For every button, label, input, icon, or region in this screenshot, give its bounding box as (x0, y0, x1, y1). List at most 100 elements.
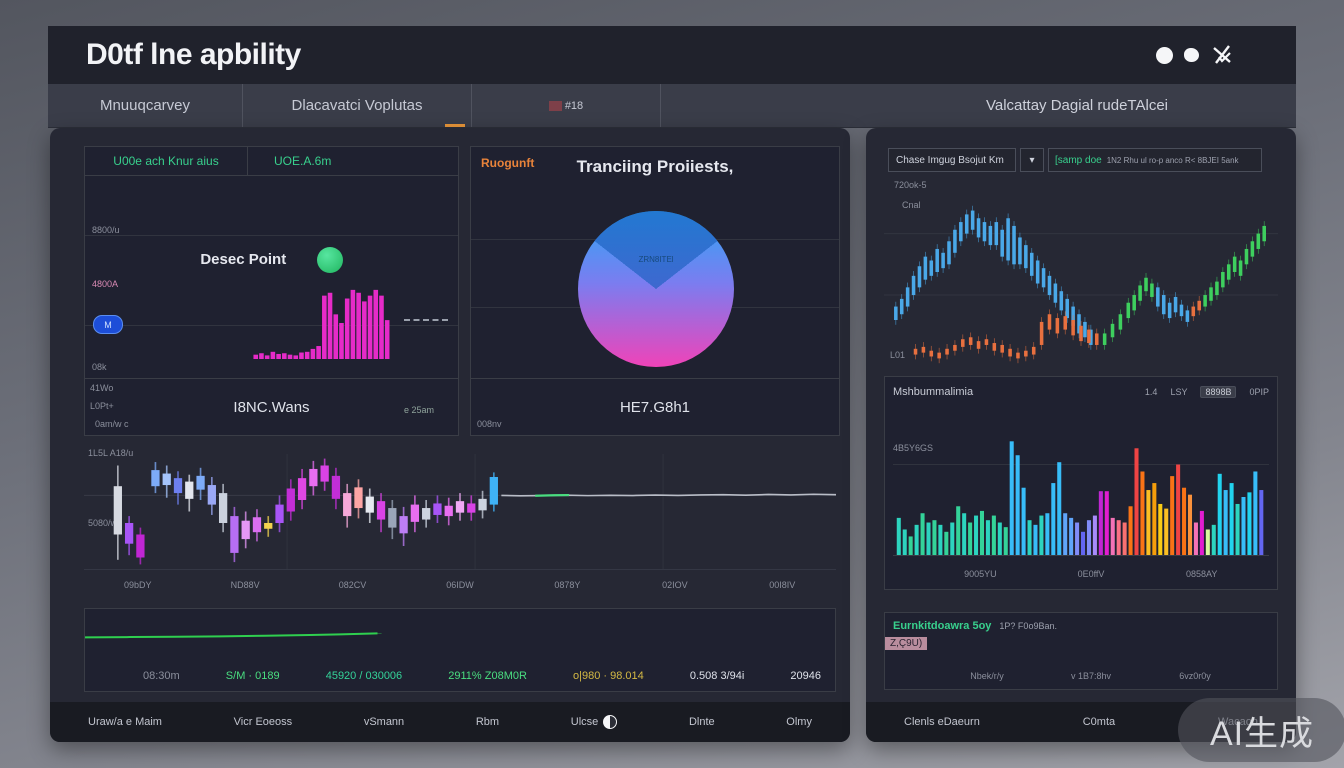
legend-green: [samp doe (1055, 154, 1102, 166)
tab-label: #18 (564, 99, 584, 112)
tab-badge[interactable]: #18 (472, 84, 661, 127)
mini-label: 0am/w c (95, 419, 129, 429)
status-item-label: Uraw/a e Maim (88, 716, 162, 728)
panel-title: Desec Point (200, 251, 287, 269)
volume-tab-2[interactable]: UOE.A.6m (274, 154, 332, 168)
stat-badge: 8898B (1200, 386, 1237, 398)
mini-label: L0Pt+ (90, 401, 114, 411)
pie-title: Tranciing Proiiests, (576, 157, 734, 176)
green-sparkline-chart (85, 617, 835, 651)
x-check-icon[interactable] (1210, 42, 1236, 68)
status-item[interactable]: Olmy (786, 716, 812, 728)
y-axis-label: 4B5Y6GS (893, 443, 934, 453)
x-axis-labels: 9005YU 0E0ffV 0858AY (925, 569, 1257, 579)
status-item-label: Clenls eDaeurn (904, 716, 980, 728)
app-header: D0tf lne apbility (48, 26, 1296, 84)
y-axis-label: 08k (92, 362, 107, 372)
stat-value: 08:30m (143, 670, 180, 682)
axis-label: 9005YU (964, 569, 997, 579)
x-axis-labels: Nbek/r/y v 1B7:8hv 6vz0r0y (935, 671, 1247, 681)
highlight-chip: Z,Ç9U) (885, 637, 928, 650)
axis-label: 06IDW (446, 580, 474, 590)
volume-panel-header: U00e ach Knur aius UOE.A.6m (85, 147, 458, 176)
blob-icon[interactable] (1184, 48, 1199, 62)
status-item[interactable]: Rbm (476, 716, 499, 728)
status-item[interactable]: Vicr Eoeoss (234, 716, 293, 728)
tab-right-label: Valcattay Dagial rudeTAlcei (985, 97, 1168, 114)
volume-tab-1[interactable]: U00e ach Knur aius (85, 147, 248, 175)
mini-label: e 25am (403, 405, 434, 415)
chevron-down-icon: ▾ (1029, 154, 1035, 166)
status-item[interactable]: Ulcse (571, 715, 618, 729)
status-item-label: Ulcse (570, 716, 599, 728)
volume-histogram-chart (91, 287, 452, 359)
tab-bar: Mnuuqcarvey Dlacavatci Voplutas #18 Valc… (48, 84, 1296, 128)
axis-label: 09bDY (123, 580, 152, 590)
status-item[interactable]: Dlnte (689, 716, 715, 728)
tab-label: Mnuuqcarvey (99, 97, 191, 114)
pie-panel: Ruogunft Tranciing Proiiests, ZRN8ITEl (470, 146, 840, 383)
axis-label: Nbek/r/y (970, 671, 1004, 681)
stat-value: 20946 (790, 670, 821, 682)
status-item[interactable]: Clenls eDaeurn (904, 716, 980, 728)
mini-label: 008nv (477, 419, 502, 429)
main-candle-section: 1L5L A18/u 5080/w 09bDY ND88V 082CV 06IDW 08… (84, 446, 836, 594)
axis-label: 0858AY (1186, 569, 1218, 579)
circle-icon[interactable] (1156, 46, 1173, 64)
chart-label: 720ok-5 (894, 180, 927, 190)
mini-label: 41Wo (90, 383, 114, 393)
volume-title-row: Desec Point (85, 247, 458, 273)
tab-volume[interactable]: Dlacavatci Voplutas (243, 84, 472, 127)
left-dashboard-card: U00e ach Knur aius UOE.A.6m 8800/u 4800A… (50, 128, 850, 742)
pie-chart: ZRN8ITEl (578, 211, 734, 367)
stat-value: 0PIP (1249, 387, 1269, 397)
stat-value: S/M · 0189 (225, 670, 280, 682)
symbol-select[interactable]: Chase Imgug Bsojut Km (888, 148, 1016, 172)
status-item[interactable]: C0mta (1083, 716, 1115, 728)
axis-label: 082CV (338, 580, 367, 590)
info-panel-right: HE7.G8h1 008nv (470, 378, 840, 436)
status-item-label: C0mta (1082, 716, 1116, 728)
stat-value: o|980 · 98.014 (573, 670, 644, 682)
multi-series-candle-chart (884, 176, 1278, 368)
stat-value: 45920 / 030006 (325, 670, 403, 682)
x-axis-labels: 09bDY ND88V 082CV 06IDW 0878Y 02IOV 00I8IV (84, 580, 836, 590)
select-label: Chase Imgug Bsojut Km (896, 154, 1004, 166)
tab-overview[interactable]: Mnuuqcarvey (48, 84, 243, 127)
stat-value: LSY (1170, 387, 1188, 397)
chart-top-label: 1L5L A18/u (88, 448, 134, 458)
info-panel-left: 41Wo L0Pt+ 0am/w c I8NC.Wans e 25am (84, 378, 459, 436)
m-badge: M (93, 315, 123, 334)
summary-title-gray: 1P? F0o9Ban. (999, 621, 1057, 631)
chart-label: L01 (890, 350, 906, 360)
active-tab-indicator (445, 124, 465, 127)
y-axis-label: 4800A (92, 279, 119, 289)
red-square-icon (548, 100, 562, 111)
pie-wedge (578, 211, 734, 367)
left-status-bar: Uraw/a e Maim Vicr Eoeoss vSmann Rbm Ulcse Dl… (50, 702, 850, 742)
toggle-icon[interactable] (603, 715, 618, 729)
app-title: D0tf lne apbility (86, 38, 301, 71)
status-item[interactable]: vSmann (364, 716, 404, 728)
stat-value: 2911% Z08M0R (448, 670, 527, 682)
status-item[interactable]: Uraw/a e Maim (88, 716, 162, 728)
dropdown-button[interactable]: ▾ (1020, 148, 1044, 172)
rainbow-bar-chart (893, 439, 1269, 556)
y-axis-label: 8800/u (92, 225, 120, 235)
status-item-label: vSmann (363, 716, 405, 728)
axis-label: ND88V (230, 580, 260, 590)
pie-center-label: ZRN8ITEl (638, 255, 674, 264)
info-title: I8NC.Wans (233, 399, 310, 416)
spark-panel: 08:30m S/M · 0189 45920 / 030006 2911% Z08M… (84, 608, 836, 692)
summary-panel: Eurnkitdoawra 5oy 1P? F0o9Ban. Z,Ç9U) Nb… (884, 612, 1278, 690)
legend-gray: 1N2 Rhu ul ro-p anco R< 8BJEI 5ank (1106, 155, 1239, 165)
tab-label: Dlacavatci Voplutas (291, 97, 423, 114)
green-status-icon (316, 247, 343, 273)
header-icons (1156, 42, 1236, 68)
summary-title-green: Eurnkitdoawra 5oy (893, 620, 992, 632)
info-title: HE7.G8h1 (619, 399, 691, 416)
dashed-target-line (404, 319, 448, 321)
summary-title-row: Eurnkitdoawra 5oy 1P? F0o9Ban. (893, 620, 1057, 632)
legend-box: [samp doe 1N2 Rhu ul ro-p anco R< 8BJEI … (1048, 148, 1262, 172)
